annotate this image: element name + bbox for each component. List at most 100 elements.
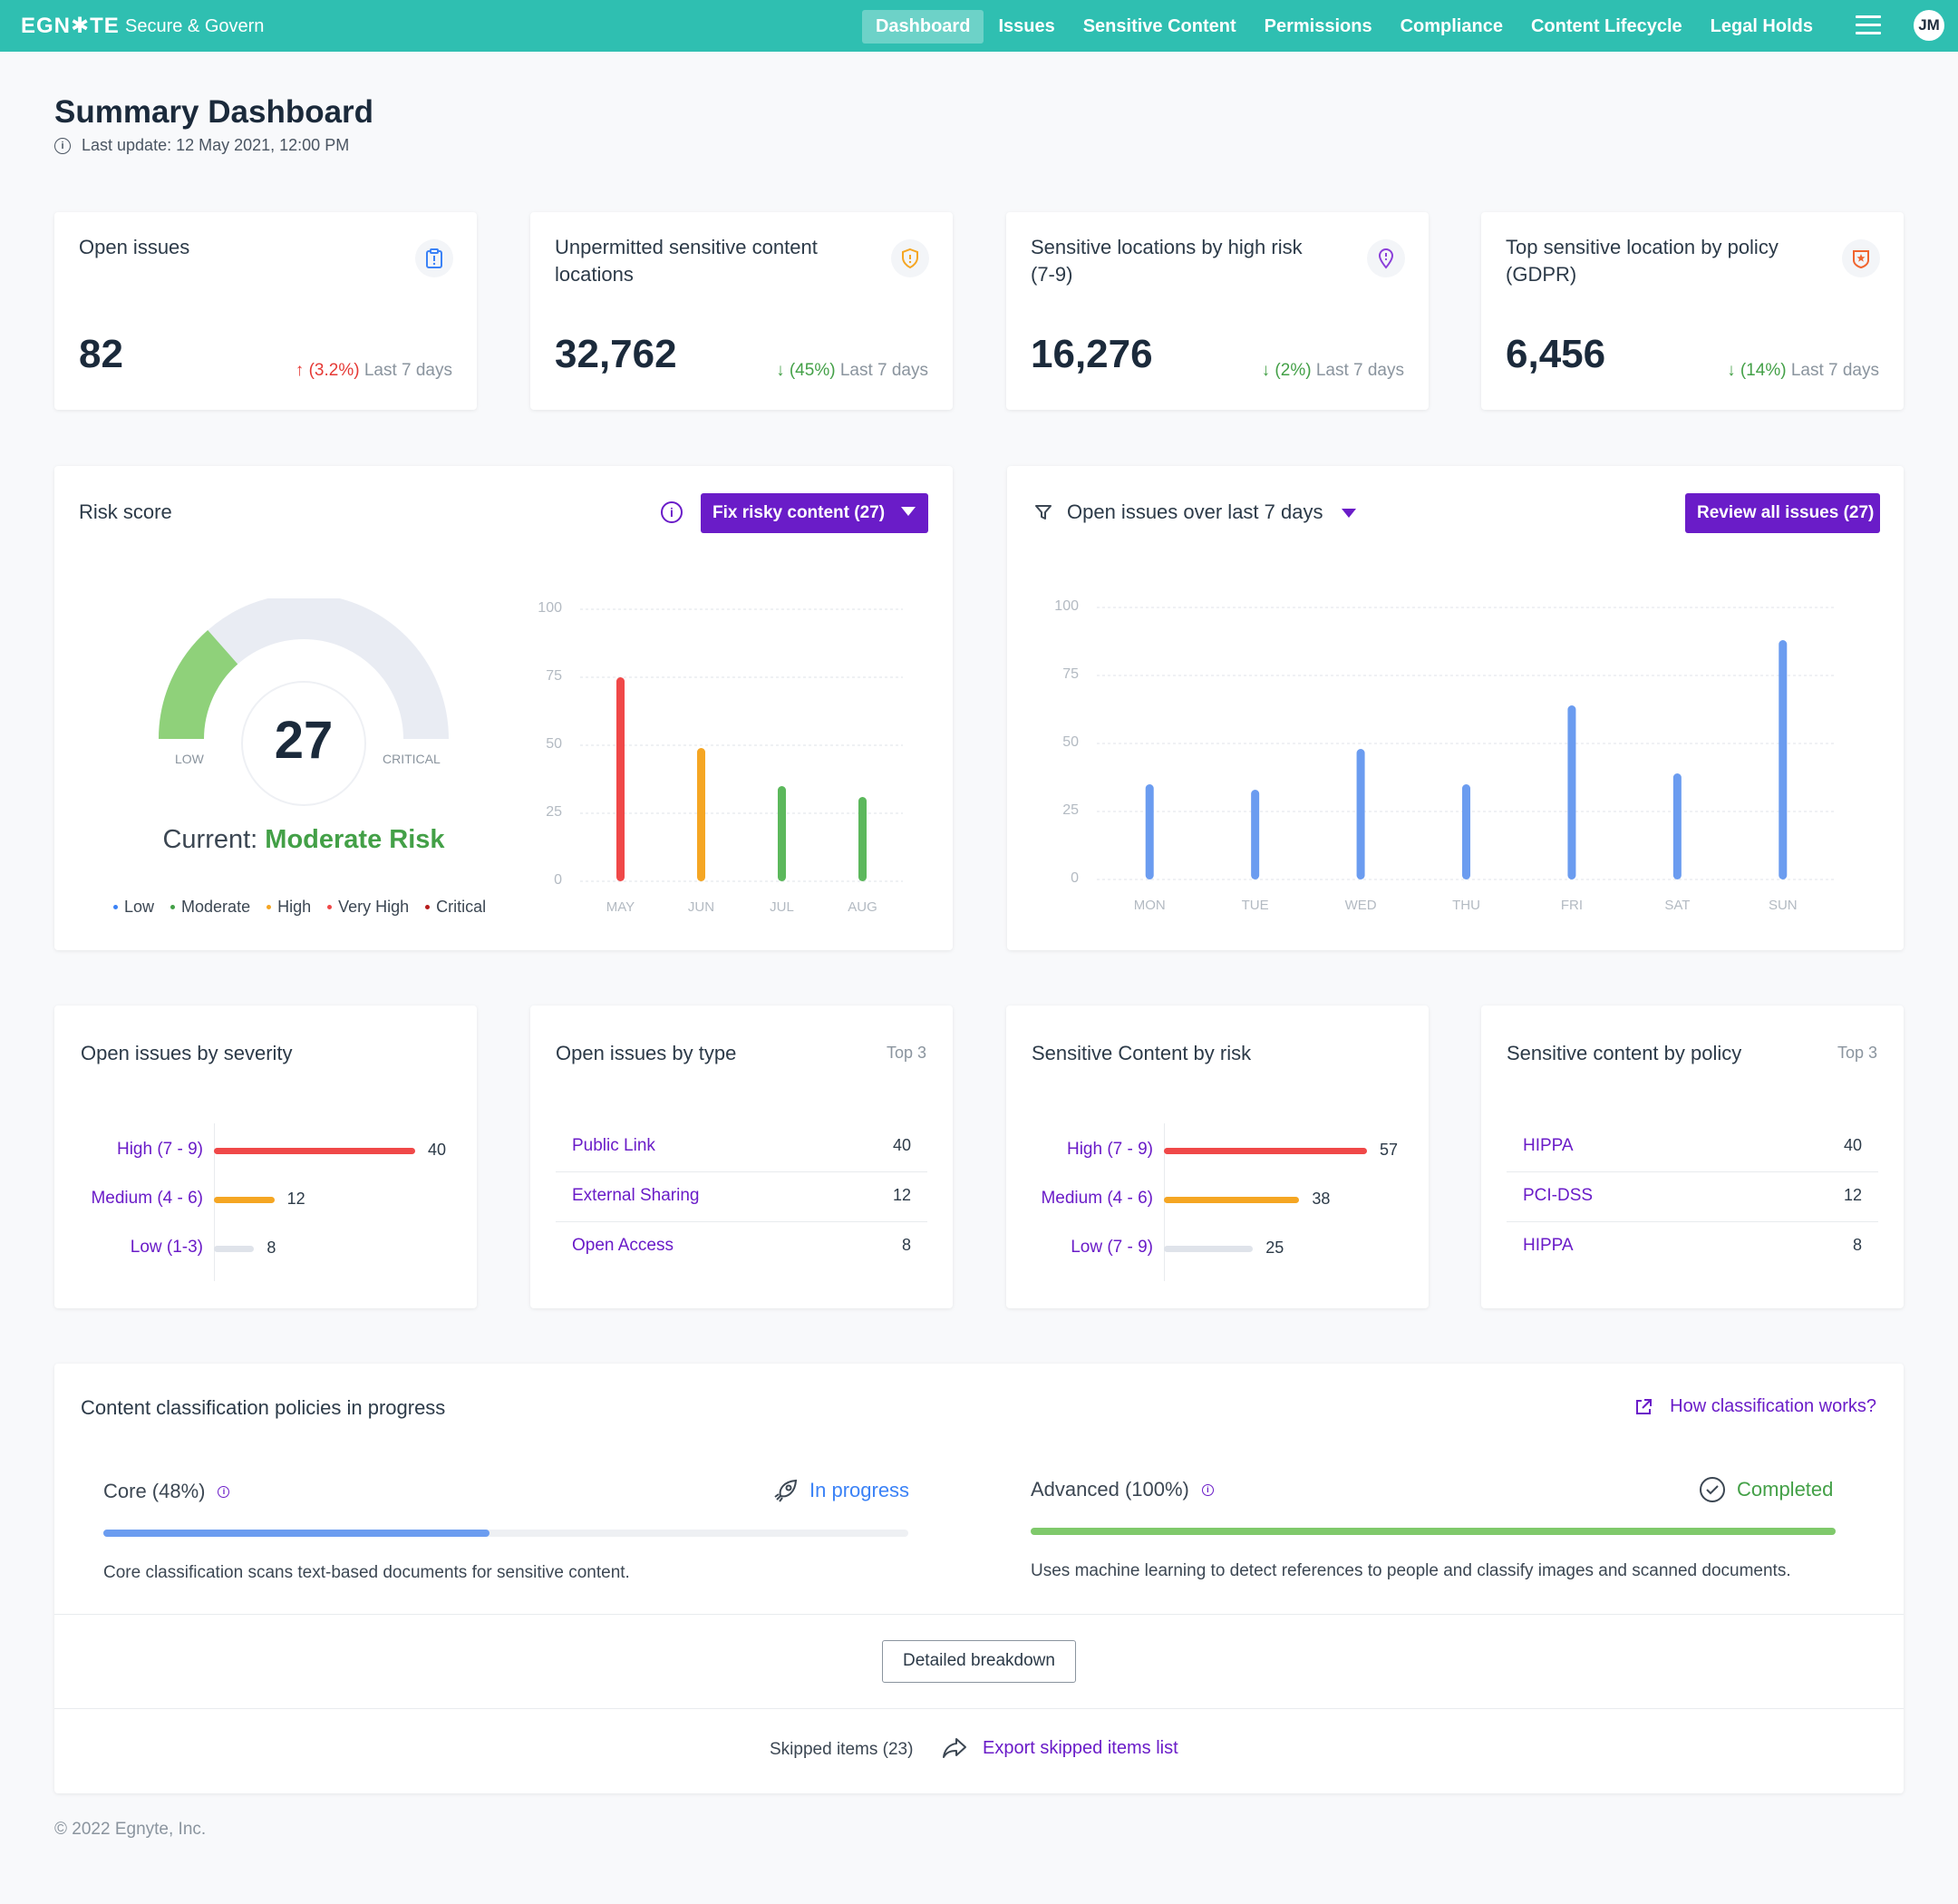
x-tick-label: JUL <box>770 899 794 915</box>
bar-sun[interactable] <box>1779 640 1788 879</box>
kpi-card-top-policy-location[interactable]: Top sensitive location by policy (GDPR) … <box>1481 212 1904 410</box>
sensitive-by-risk-card: Sensitive Content by risk High (7 - 9) 57… <box>1006 1005 1429 1308</box>
risk-score-value: 27 <box>274 711 334 770</box>
nav-sensitive-content[interactable]: Sensitive Content <box>1082 16 1236 36</box>
nav-legal-holds[interactable]: Legal Holds <box>1710 16 1813 36</box>
brand-logo[interactable]: EGN✱TE <box>21 14 120 38</box>
bar-jul[interactable] <box>778 786 786 881</box>
risk-gauge <box>159 598 449 806</box>
export-skipped-link[interactable]: Export skipped items list <box>941 1735 1178 1761</box>
list-item[interactable]: HIPPA 8 <box>1523 1236 1862 1255</box>
share-arrow-icon <box>943 1738 966 1758</box>
core-progress-fill <box>103 1530 490 1537</box>
nav-content-lifecycle[interactable]: Content Lifecycle <box>1530 16 1682 36</box>
risk-history-chart: 0 25 50 75 100 MAY JUN JUL AUG <box>526 598 916 925</box>
bar-may[interactable] <box>616 677 625 881</box>
classification-panel: Content classification policies in progr… <box>54 1364 1904 1793</box>
filter-icon[interactable] <box>1034 503 1052 521</box>
nav-issues[interactable]: Issues <box>998 16 1055 36</box>
last-update: i Last update: 12 May 2021, 12:00 PM <box>54 136 349 155</box>
by-policy-title: Sensitive content by policy <box>1507 1042 1742 1064</box>
bar-value: 57 <box>1380 1141 1399 1159</box>
nav-permissions[interactable]: Permissions <box>1264 16 1372 36</box>
top-bar: EGN✱TE Secure & Govern Dashboard Issues … <box>0 0 1958 52</box>
core-policy-label: Core (48%) i <box>103 1480 230 1503</box>
horizontal-bar[interactable] <box>1164 1197 1300 1203</box>
current-risk-text: Current: Moderate Risk <box>162 825 445 854</box>
x-tick-label: FRI <box>1560 898 1583 913</box>
sensitive-by-policy-card: Sensitive content by policy Top 3 HIPPA 4… <box>1481 1005 1904 1308</box>
bar-label[interactable]: Medium (4 - 6) <box>91 1189 203 1208</box>
x-tick-label: MAY <box>606 899 635 915</box>
y-tick-label: 100 <box>1054 598 1079 614</box>
how-classification-works-link[interactable]: How classification works? <box>1633 1396 1876 1417</box>
kpi-card-high-risk-locations[interactable]: Sensitive locations by high risk (7-9) 1… <box>1006 212 1429 410</box>
horizontal-bar[interactable] <box>1164 1246 1254 1252</box>
risk-legend: Low Moderate High Very High Critical <box>113 898 502 917</box>
list-item[interactable]: External Sharing 12 <box>556 1173 927 1222</box>
bar-thu[interactable] <box>1462 784 1470 879</box>
x-tick-label: SAT <box>1664 898 1691 913</box>
by-risk-title: Sensitive Content by risk <box>1032 1042 1252 1064</box>
divider <box>54 1708 1904 1709</box>
caret-down-icon <box>901 506 916 516</box>
shield-alert-icon <box>891 239 929 277</box>
advanced-info-icon[interactable]: i <box>1201 1483 1214 1496</box>
advanced-progress-fill <box>1031 1528 1836 1535</box>
bar-fri[interactable] <box>1567 705 1576 879</box>
open-issues-chart-title[interactable]: Open issues over last 7 days <box>1067 500 1323 523</box>
nav-dashboard[interactable]: Dashboard <box>861 10 984 44</box>
horizontal-bar[interactable] <box>214 1197 275 1203</box>
bar-tue[interactable] <box>1251 790 1260 879</box>
kpi-card-open-issues[interactable]: Open issues 82 ↑ (3.2%) Last 7 days <box>54 212 477 410</box>
x-tick-label: AUG <box>848 899 877 915</box>
core-info-icon[interactable]: i <box>218 1485 230 1498</box>
kpi-trend: ↓ (2%) Last 7 days <box>1261 361 1404 380</box>
legend-dot <box>267 905 272 909</box>
list-item[interactable]: Open Access 8 <box>572 1236 911 1255</box>
kpi-title: Top sensitive location by policy (GDPR) <box>1506 236 1779 286</box>
fix-risky-content-button[interactable]: Fix risky content (27) <box>701 493 928 533</box>
y-tick-label: 0 <box>554 872 562 888</box>
y-tick-label: 100 <box>538 600 562 616</box>
review-all-issues-button[interactable]: Review all issues (27) <box>1685 493 1880 533</box>
bar-aug[interactable] <box>858 797 867 881</box>
product-name: Secure & Govern <box>125 16 265 36</box>
x-tick-label: MON <box>1133 898 1166 913</box>
bar-jun[interactable] <box>697 748 705 881</box>
kpi-trend: ↓ (14%) Last 7 days <box>1727 361 1879 380</box>
advanced-progress-bar <box>1031 1528 1836 1535</box>
bar-value: 12 <box>286 1190 305 1208</box>
detailed-breakdown-button[interactable]: Detailed breakdown <box>882 1640 1076 1683</box>
hamburger-menu-icon[interactable] <box>1856 15 1881 35</box>
kpi-card-unpermitted-locations[interactable]: Unpermitted sensitive content locations … <box>530 212 953 410</box>
horizontal-bar[interactable] <box>214 1246 255 1252</box>
severity-title: Open issues by severity <box>81 1042 293 1064</box>
bar-label[interactable]: Medium (4 - 6) <box>1041 1189 1153 1208</box>
kpi-trend: ↓ (45%) Last 7 days <box>776 361 928 380</box>
by-type-title: Open issues by type <box>556 1042 737 1064</box>
current-risk-level: Moderate Risk <box>265 825 445 854</box>
list-item[interactable]: HIPPA 40 <box>1507 1123 1878 1172</box>
bar-label[interactable]: High (7 - 9) <box>1066 1140 1153 1159</box>
list-item[interactable]: PCI-DSS 12 <box>1507 1173 1878 1222</box>
period-dropdown-icon[interactable] <box>1342 509 1356 518</box>
nav-compliance[interactable]: Compliance <box>1400 16 1503 36</box>
user-avatar[interactable]: JM <box>1914 10 1944 41</box>
classification-title: Content classification policies in progr… <box>81 1396 446 1419</box>
horizontal-bar[interactable] <box>214 1148 415 1154</box>
bar-label[interactable]: Low (1-3) <box>130 1238 203 1257</box>
bar-label[interactable]: High (7 - 9) <box>116 1140 203 1159</box>
x-tick-label: SUN <box>1768 898 1798 913</box>
list-item[interactable]: Public Link 40 <box>556 1123 927 1172</box>
bar-wed[interactable] <box>1356 749 1365 879</box>
location-pin-icon <box>1367 239 1405 277</box>
y-tick-label: 50 <box>1062 734 1079 750</box>
kpi-value: 16,276 <box>1031 332 1153 376</box>
bar-mon[interactable] <box>1145 784 1154 879</box>
y-tick-label: 25 <box>1062 802 1079 818</box>
bar-label[interactable]: Low (7 - 9) <box>1071 1238 1153 1257</box>
risk-info-icon[interactable]: i <box>661 501 683 523</box>
horizontal-bar[interactable] <box>1164 1148 1367 1154</box>
bar-sat[interactable] <box>1672 773 1682 879</box>
